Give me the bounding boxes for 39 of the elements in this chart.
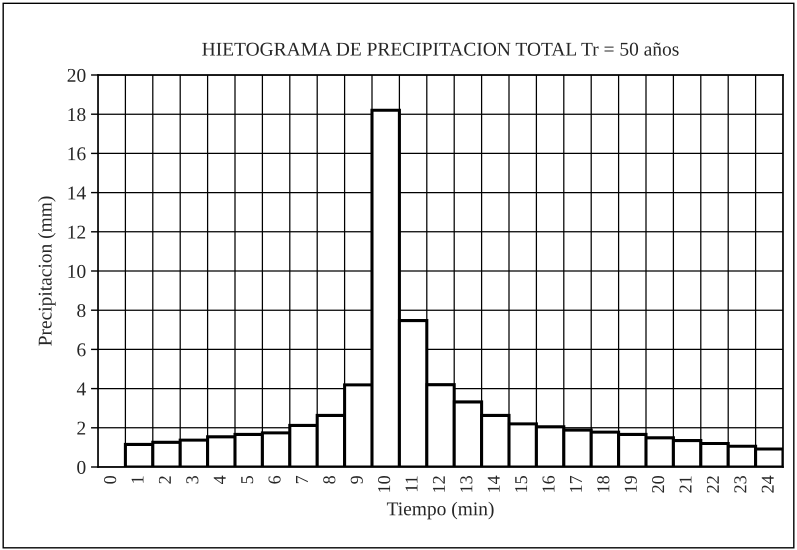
x-tick-label: 6 [268,476,281,484]
y-tick-label: 14 [68,186,86,200]
y-tick-label: 4 [76,382,86,396]
x-tick-label: 7 [296,476,308,484]
x-tick-label: 24 [762,476,774,493]
x-tick-label: 0 [104,476,116,484]
x-tick-label: 23 [734,476,746,493]
x-tick-label: 2 [158,476,171,484]
y-tick-label: 2 [77,422,86,435]
y-axis-title: Precipitacion (mm) [38,196,56,346]
y-tick-label: 18 [68,108,86,122]
y-tick-label: 10 [68,264,86,278]
x-tick-label: 22 [706,476,719,493]
y-tick-label: 12 [68,226,86,239]
y-tick-label: 8 [77,304,86,318]
x-tick-label: 19 [624,476,637,492]
x-tick-label: 1 [132,476,144,483]
y-tick-label: 0 [77,460,86,474]
x-tick-label: 3 [186,476,198,484]
x-tick-label: 15 [515,476,528,492]
x-tick-label: 5 [241,476,254,484]
y-tick-label: 6 [77,343,86,356]
x-axis-title: Tiempo (min) [386,502,494,520]
x-tick-label: 8 [323,476,336,484]
x-tick-label: 4 [214,476,226,484]
x-tick-label: 16 [542,476,555,492]
x-tick-label: 10 [378,476,390,492]
x-tick-label: 20 [652,476,664,493]
x-tick-label: 12 [432,476,445,492]
x-tick-label: 21 [679,476,692,493]
x-tick-label: 14 [488,476,500,492]
x-tick-label: 11 [406,476,418,492]
x-tick-label: 9 [350,476,363,484]
chart-title: HIETOGRAMA DE PRECIPITACION TOTAL Tr = 50 años [202,42,679,56]
x-tick-label: 17 [570,476,582,492]
x-tick-label: 18 [597,476,610,492]
y-tick-label: 16 [68,147,86,160]
x-tick-label: 13 [460,476,472,492]
y-tick-label: 20 [68,68,86,82]
